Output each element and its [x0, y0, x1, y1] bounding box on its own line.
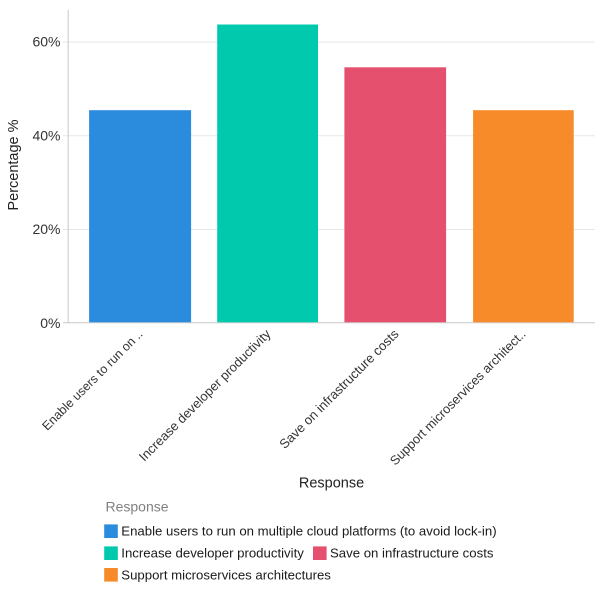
svg-text:Enable users to run on ..: Enable users to run on ..: [39, 327, 145, 433]
svg-text:Response: Response: [299, 476, 364, 492]
svg-text:Save on infrastructure costs: Save on infrastructure costs: [276, 326, 402, 452]
svg-text:Support microservices architec: Support microservices architect..: [387, 326, 529, 468]
svg-text:Increase developer productivit: Increase developer productivity: [136, 326, 274, 464]
svg-text:Response: Response: [106, 498, 169, 514]
svg-text:0%: 0%: [40, 315, 60, 331]
svg-text:20%: 20%: [32, 221, 60, 237]
svg-text:60%: 60%: [32, 34, 60, 50]
svg-text:Percentage %: Percentage %: [6, 119, 22, 210]
svg-text:40%: 40%: [32, 127, 60, 143]
svg-text:Support microservices architec: Support microservices architectures: [121, 568, 331, 583]
svg-text:Save on infrastructure costs: Save on infrastructure costs: [330, 546, 494, 561]
svg-text:Enable users to run on multipl: Enable users to run on multiple cloud pl…: [121, 524, 496, 539]
svg-text:Increase developer productivit: Increase developer productivity: [121, 546, 304, 561]
